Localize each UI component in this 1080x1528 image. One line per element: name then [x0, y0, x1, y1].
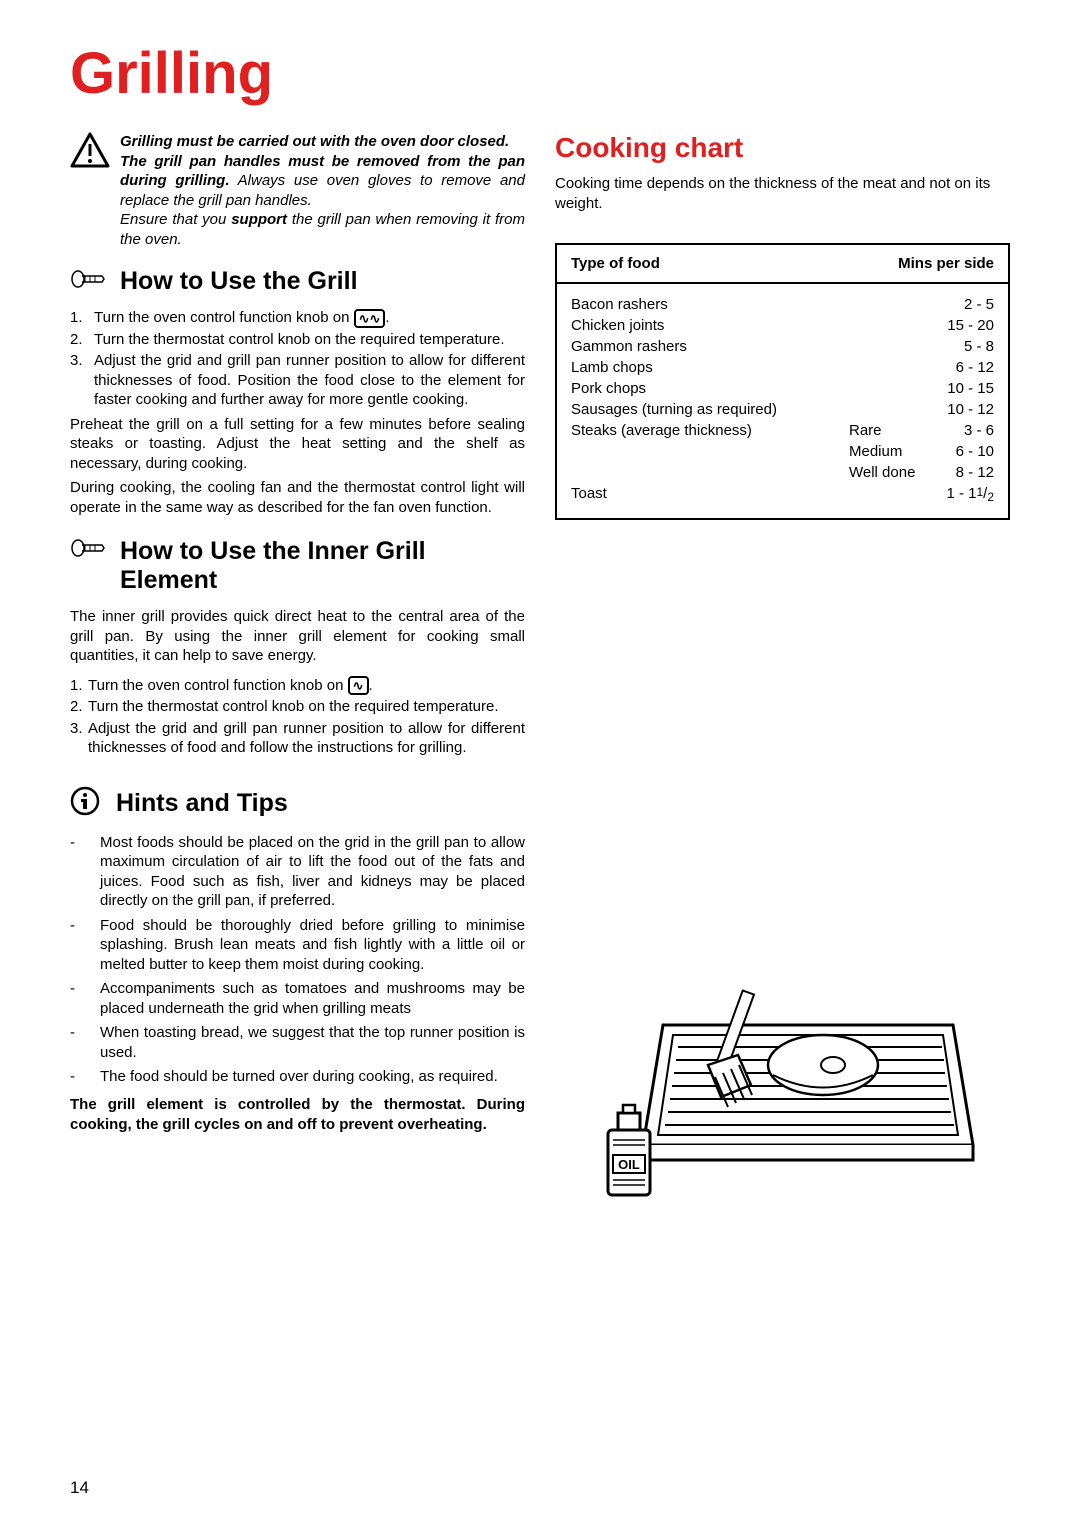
section1-para1: Preheat the grill on a full setting for …: [70, 415, 525, 474]
section1-heading: How to Use the Grill: [120, 267, 358, 296]
left-column: Grilling must be carried out with the ov…: [70, 132, 525, 1215]
chart-intro: Cooking time depends on the thickness of…: [555, 174, 1010, 213]
section2-intro: The inner grill provides quick direct he…: [70, 607, 525, 666]
warning-line1: Grilling must be carried out with the ov…: [120, 133, 509, 150]
hand-pointer-icon: [70, 268, 110, 295]
list-item: -Accompaniments such as tomatoes and mus…: [70, 979, 525, 1018]
table-row: Pork chops10 - 15: [571, 378, 994, 399]
table-row: Steaks (average thickness)Rare3 - 6: [571, 420, 994, 441]
table-row: Medium6 - 10: [571, 441, 994, 462]
svg-text:OIL: OIL: [618, 1157, 640, 1172]
list-item: 3.Adjust the grid and grill pan runner p…: [70, 719, 525, 758]
section1-header: How to Use the Grill: [70, 267, 525, 296]
section2-header: How to Use the Inner Grill Element: [70, 537, 525, 595]
grill-inner-icon: ∿: [348, 676, 369, 695]
section2-heading: How to Use the Inner Grill Element: [120, 537, 525, 595]
table-body: Bacon rashers2 - 5 Chicken joints15 - 20…: [557, 284, 1008, 518]
table-header: Type of food Mins per side: [557, 245, 1008, 284]
chart-heading: Cooking chart: [555, 132, 1010, 164]
table-row: Lamb chops6 - 12: [571, 357, 994, 378]
list-item: 1.Turn the oven control function knob on…: [70, 308, 525, 328]
list-item: -Most foods should be placed on the grid…: [70, 833, 525, 911]
warning-line3b: support: [231, 211, 287, 228]
list-item: 1.Turn the oven control function knob on…: [70, 676, 525, 696]
table-row: Gammon rashers5 - 8: [571, 336, 994, 357]
hints-closing: The grill element is controlled by the t…: [70, 1095, 525, 1136]
warning-line3a: Ensure that you: [120, 211, 231, 228]
table-row: Bacon rashers2 - 5: [571, 294, 994, 315]
two-column-layout: Grilling must be carried out with the ov…: [70, 132, 1010, 1215]
list-item: 2.Turn the thermostat control knob on th…: [70, 330, 525, 350]
grill-full-icon: ∿∿: [354, 309, 386, 328]
table-row: Chicken joints15 - 20: [571, 315, 994, 336]
list-item: 2.Turn the thermostat control knob on th…: [70, 697, 525, 717]
right-column: Cooking chart Cooking time depends on th…: [555, 132, 1010, 1215]
info-icon: [70, 786, 106, 821]
hand-pointer-icon: [70, 537, 110, 564]
page-title: Grilling: [70, 40, 1010, 107]
section2-steps: 1.Turn the oven control function knob on…: [70, 676, 525, 758]
hints-heading: Hints and Tips: [116, 789, 288, 818]
warning-text: Grilling must be carried out with the ov…: [120, 132, 525, 249]
table-row: Toast1 - 11/2: [571, 483, 994, 506]
grill-pan-illustration: OIL: [555, 965, 1010, 1215]
page-number: 14: [70, 1478, 89, 1498]
section1-para2: During cooking, the cooling fan and the …: [70, 478, 525, 517]
list-item: -The food should be turned over during c…: [70, 1067, 525, 1087]
col2-header: Mins per side: [898, 255, 994, 272]
table-row: Well done8 - 12: [571, 462, 994, 483]
warning-icon: [70, 132, 110, 249]
hints-list: -Most foods should be placed on the grid…: [70, 833, 525, 1087]
hints-header: Hints and Tips: [70, 786, 525, 821]
list-item: -When toasting bread, we suggest that th…: [70, 1023, 525, 1062]
section1-steps: 1.Turn the oven control function knob on…: [70, 308, 525, 410]
list-item: 3.Adjust the grid and grill pan runner p…: [70, 351, 525, 410]
warning-block: Grilling must be carried out with the ov…: [70, 132, 525, 249]
col1-header: Type of food: [571, 255, 660, 272]
cooking-chart-table: Type of food Mins per side Bacon rashers…: [555, 243, 1010, 520]
list-item: -Food should be thoroughly dried before …: [70, 916, 525, 975]
table-row: Sausages (turning as required)10 - 12: [571, 399, 994, 420]
